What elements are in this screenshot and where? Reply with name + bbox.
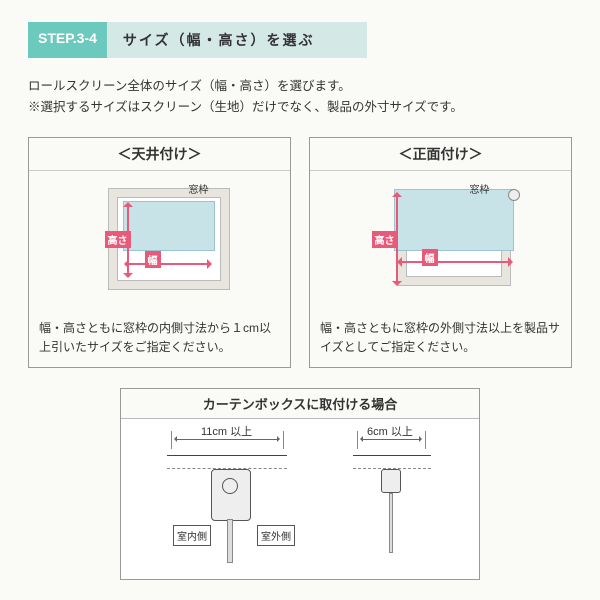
ceiling-mount-panel: ＜天井付け＞ 窓枠 高さ 幅 幅・高さともに窓枠の内側寸法から１cm以上引いたサ…: [28, 137, 291, 368]
mount-options: ＜天井付け＞ 窓枠 高さ 幅 幅・高さともに窓枠の内側寸法から１cm以上引いたサ…: [28, 137, 572, 368]
header-title: サイズ（幅・高さ）を選ぶ: [107, 22, 367, 58]
description: ロールスクリーン全体のサイズ（幅・高さ）を選びます。 ※選択するサイズはスクリー…: [28, 76, 572, 119]
step-header: STEP.3-4 サイズ（幅・高さ）を選ぶ: [28, 22, 572, 58]
front-title: ＜正面付け＞: [310, 138, 571, 171]
desc-line-1: ロールスクリーン全体のサイズ（幅・高さ）を選びます。: [28, 76, 572, 97]
ceiling-title: ＜天井付け＞: [29, 138, 290, 171]
inside-label: 室内側: [173, 525, 211, 546]
curtain-box-panel: カーテンボックスに取付ける場合 11cm 以上 室内側 室外側 6cm 以上: [120, 388, 480, 580]
ceiling-diagram: 窓枠 高さ 幅: [75, 181, 245, 311]
front-diagram: 窓枠 高さ 幅: [356, 181, 526, 311]
dim-line-1: [177, 439, 277, 440]
width-label: 幅: [422, 249, 438, 266]
curtain-box-title: カーテンボックスに取付ける場合: [121, 389, 479, 419]
frame-label: 窓枠: [189, 181, 209, 196]
front-text: 幅・高さともに窓枠の外側寸法以上を製品サイズとしてご指定ください。: [320, 319, 561, 357]
width-label: 幅: [145, 251, 161, 268]
dim-2-label: 6cm 以上: [367, 423, 413, 439]
frame-label: 窓枠: [470, 181, 490, 196]
height-label: 高さ: [372, 231, 398, 248]
desc-line-2: ※選択するサイズはスクリーン（生地）だけでなく、製品の外寸サイズです。: [28, 97, 572, 118]
outside-label: 室外側: [257, 525, 295, 546]
width-arrow: [127, 263, 209, 265]
curtain-box-diagram: 11cm 以上 室内側 室外側 6cm 以上: [121, 419, 479, 579]
step-badge: STEP.3-4: [28, 22, 107, 58]
width-arrow: [400, 261, 510, 263]
front-mount-panel: ＜正面付け＞ 窓枠 高さ 幅 幅・高さともに窓枠の外側寸法以上を製品サイズとして…: [309, 137, 572, 368]
dim-line-2: [363, 439, 419, 440]
height-label: 高さ: [105, 231, 131, 248]
dim-1-label: 11cm 以上: [201, 423, 252, 439]
roller-icon: [508, 189, 520, 201]
ceiling-text: 幅・高さともに窓枠の内側寸法から１cm以上引いたサイズをご指定ください。: [39, 319, 280, 357]
